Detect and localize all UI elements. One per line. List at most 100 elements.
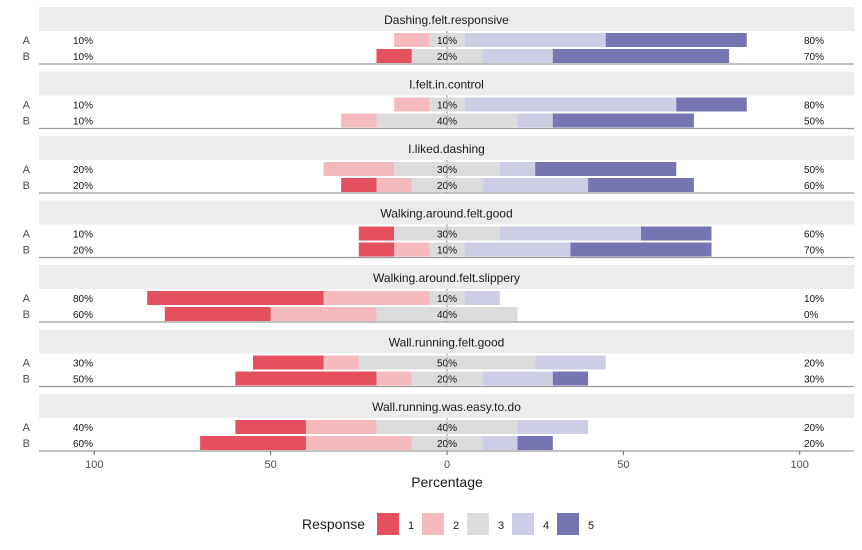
neutral-percent-label: 10% [437,294,457,305]
bar-segment-level-1 [200,436,306,450]
legend-label: 2 [453,520,459,532]
group-label: B [23,309,30,321]
panel-strip [39,136,854,160]
bar-segment-level-2 [376,178,412,192]
bar-segment-level-2 [341,113,377,128]
high-percent-label: 70% [804,52,824,63]
low-percent-label: 10% [73,117,93,128]
panel-strip [39,394,854,418]
low-percent-label: 20% [73,181,93,192]
bar-segment-level-5 [517,436,553,450]
bar-segment-level-4 [482,371,553,386]
high-percent-label: 80% [804,36,824,47]
bar-segment-level-4 [464,242,571,257]
high-percent-label: 50% [804,165,824,176]
low-percent-label: 10% [73,52,93,63]
neutral-percent-label: 10% [437,101,457,112]
neutral-percent-label: 30% [437,165,457,176]
x-tick-label: 100 [85,459,103,471]
neutral-percent-label: 40% [437,423,457,434]
panel-title: Walking.around.felt.slippery [373,271,520,285]
bar-segment-level-2 [394,242,430,257]
bar-segment-level-4 [482,436,518,450]
high-percent-label: 30% [804,375,824,386]
x-tick-label: 0 [444,459,450,471]
bar-segment-level-2 [323,291,430,305]
group-label: B [23,51,30,63]
legend-label: 4 [543,520,549,532]
legend-label: 3 [498,520,504,532]
x-tick-label: 50 [617,459,629,471]
bar-segment-level-2 [305,436,412,450]
bar-segment-level-4 [464,97,677,112]
bar-segment-level-4 [482,178,589,192]
panel-title: Walking.around.felt.good [380,207,512,221]
x-tick-label: 50 [265,459,277,471]
neutral-percent-label: 40% [437,310,457,321]
legend-key-level-5 [557,513,579,535]
panel-strip [39,200,854,225]
bar-segment-level-1 [235,371,377,386]
panel-title: I.felt.in.control [409,78,484,92]
high-percent-label: 60% [804,230,824,241]
neutral-percent-label: 20% [437,52,457,63]
neutral-percent-label: 30% [437,230,457,241]
high-percent-label: 0% [804,310,819,321]
panel-strip [39,329,854,354]
legend-label: 5 [588,520,594,532]
bar-segment-level-4 [464,33,606,47]
bar-segment-level-1 [358,242,395,257]
bar-segment-level-1 [358,226,395,241]
bar-segment-level-2 [270,307,377,321]
group-label: A [23,35,31,47]
panel-title: Dashing.felt.responsive [384,13,509,27]
x-tick-label: 100 [791,459,809,471]
low-percent-label: 80% [73,294,93,305]
bar-segment-level-4 [499,226,641,241]
low-percent-label: 30% [73,359,93,370]
high-percent-label: 10% [804,294,824,305]
bar-segment-level-5 [552,49,730,63]
bar-segment-level-2 [394,33,430,47]
neutral-percent-label: 20% [437,439,457,450]
bar-segment-level-5 [588,178,694,192]
bar-segment-level-1 [235,420,306,434]
bar-segment-level-4 [499,162,536,176]
panel-title: I.liked.dashing [408,142,485,156]
neutral-percent-label: 20% [437,181,457,192]
group-label: A [23,100,31,112]
bar-segment-level-5 [552,371,589,386]
bar-segment-level-2 [394,97,430,112]
neutral-percent-label: 20% [437,375,457,386]
high-percent-label: 60% [804,181,824,192]
panel-title: Wall.running.felt.good [389,336,505,350]
bar-segment-level-1 [164,307,271,321]
group-label: B [23,438,30,450]
high-percent-label: 50% [804,117,824,128]
neutral-percent-label: 50% [437,359,457,370]
legend-key-level-4 [512,513,534,535]
panel-strip [39,265,854,289]
x-axis-title: Percentage [411,474,483,490]
panel-title: Wall.running.was.easy.to.do [372,400,521,414]
bar-segment-level-4 [464,291,500,305]
neutral-percent-label: 10% [437,246,457,257]
bar-segment-level-2 [323,162,395,176]
low-percent-label: 40% [73,423,93,434]
group-label: A [23,229,31,241]
bar-segment-level-4 [535,355,606,370]
bar-segment-level-5 [552,113,694,128]
high-percent-label: 80% [804,101,824,112]
legend-key-level-3 [467,513,489,535]
low-percent-label: 60% [73,439,93,450]
low-percent-label: 10% [73,101,93,112]
group-label: B [23,245,30,257]
group-label: A [23,358,31,370]
group-label: B [23,374,30,386]
high-percent-label: 20% [804,359,824,370]
high-percent-label: 20% [804,423,824,434]
bar-segment-level-4 [517,113,553,128]
bar-segment-level-2 [323,355,359,370]
low-percent-label: 10% [73,230,93,241]
low-percent-label: 10% [73,36,93,47]
